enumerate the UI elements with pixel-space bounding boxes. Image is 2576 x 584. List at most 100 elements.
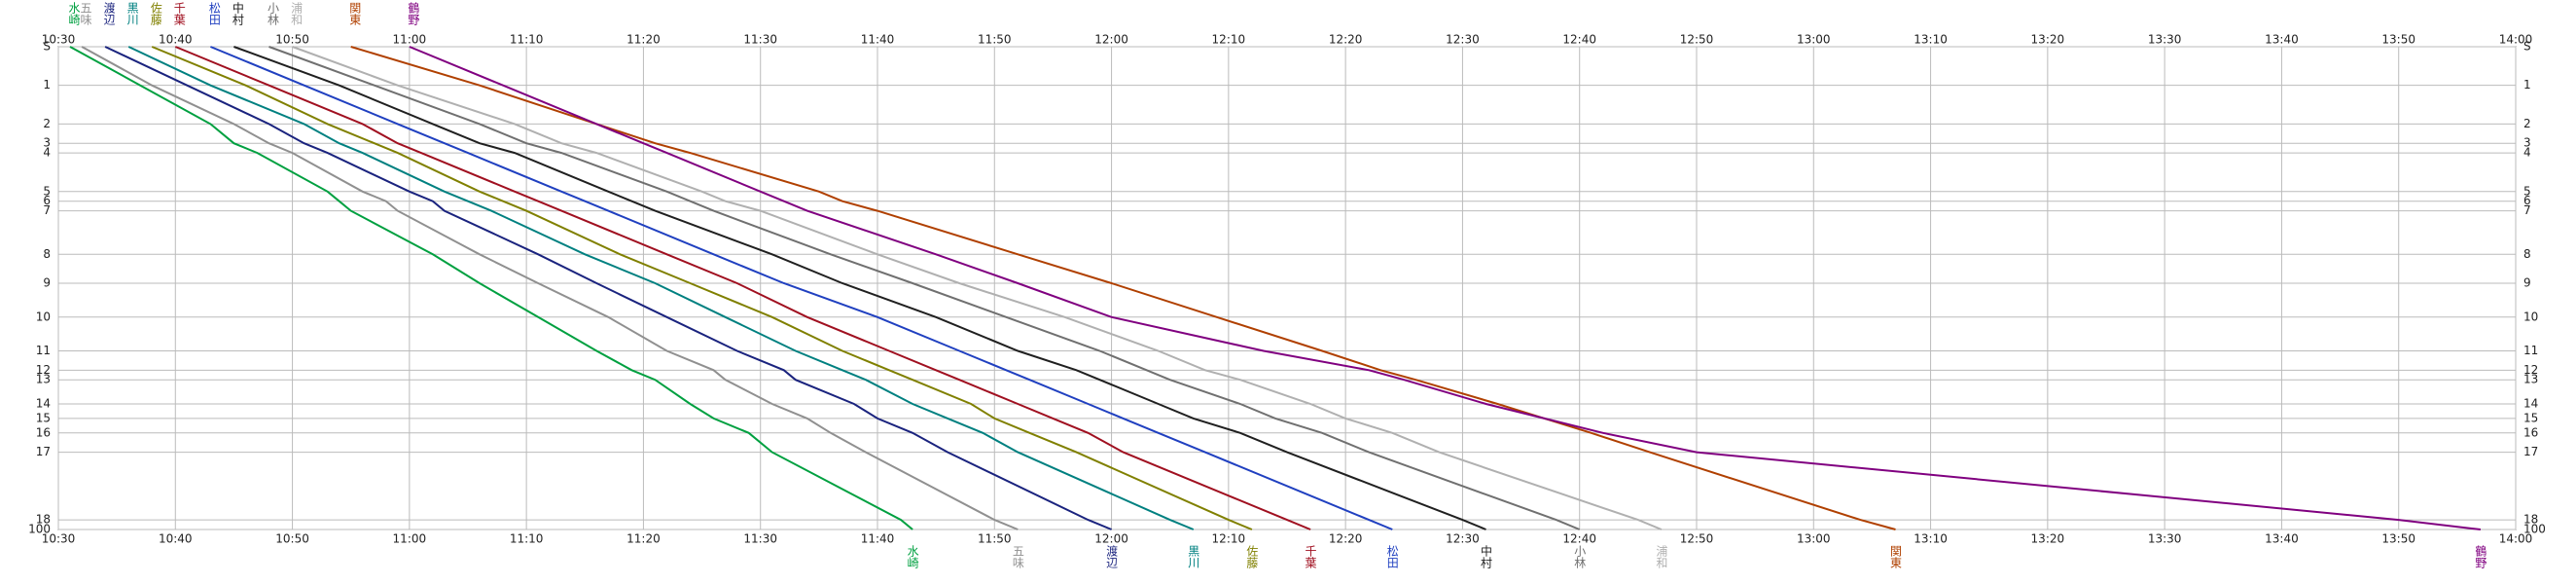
- x-tick-label: 10:50: [275, 33, 309, 47]
- x-tick-label: 11:00: [393, 33, 427, 47]
- y-tick-label: 11: [2523, 344, 2538, 357]
- y-tick-label: 9: [2523, 276, 2531, 290]
- runner-line: [81, 46, 1019, 530]
- legend-label: 黒川: [1187, 545, 1200, 568]
- x-tick-label: 12:30: [1446, 33, 1480, 47]
- runner-line: [268, 46, 1581, 530]
- legend-label: 小林: [267, 2, 280, 25]
- y-tick-label: 13: [36, 373, 51, 386]
- legend-label: 浦和: [290, 2, 304, 25]
- x-tick-label: 13:40: [2265, 532, 2299, 546]
- y-tick-label: 2: [2523, 117, 2531, 130]
- y-tick-label: 1: [2523, 78, 2531, 91]
- y-tick-label: 14: [36, 397, 51, 411]
- runner-line: [210, 46, 1393, 530]
- y-tick-label: 100: [28, 523, 51, 536]
- x-tick-label: 12:20: [1329, 532, 1363, 546]
- x-tick-label: 13:20: [2031, 532, 2065, 546]
- x-tick-label: 13:30: [2148, 33, 2182, 47]
- legend-label: 中村: [231, 1, 244, 25]
- legend-label: 関東: [1888, 545, 1902, 568]
- y-tick-label: 18: [2523, 513, 2538, 527]
- y-tick-label: 8: [43, 247, 51, 261]
- legend-label: 五味: [79, 2, 92, 25]
- runner-line: [127, 46, 1195, 530]
- legend-label: 関東: [348, 2, 362, 25]
- x-tick-label: 11:50: [978, 532, 1012, 546]
- y-tick-label: 7: [43, 203, 51, 217]
- legend-label: 中村: [1479, 544, 1492, 568]
- runner-line: [409, 46, 2482, 530]
- x-tick-label: 12:50: [1680, 532, 1714, 546]
- x-tick-label: 13:30: [2148, 532, 2182, 546]
- y-tick-label: 2: [43, 117, 51, 130]
- x-tick-label: 11:40: [861, 532, 895, 546]
- runner-line: [350, 46, 1896, 530]
- y-tick-label: 9: [43, 276, 51, 290]
- runner-line: [69, 46, 913, 530]
- y-tick-label: 4: [2523, 146, 2531, 160]
- legend-label: 小林: [1573, 545, 1587, 568]
- legend-label: 水崎: [906, 545, 919, 568]
- y-tick-label: 3: [2523, 136, 2531, 150]
- x-tick-label: 13:50: [2381, 33, 2415, 47]
- legend-label: 佐藤: [1245, 545, 1259, 568]
- y-tick-label: 17: [2523, 445, 2538, 458]
- y-tick-label: S: [2523, 40, 2531, 54]
- y-tick-label: 14: [2523, 397, 2538, 411]
- y-tick-label: 13: [2523, 373, 2538, 386]
- y-tick-label: 5: [2523, 184, 2531, 198]
- x-tick-label: 12:10: [1212, 532, 1246, 546]
- x-tick-label: 12:00: [1094, 33, 1128, 47]
- legend-label: 浦和: [1655, 545, 1668, 568]
- x-tick-label: 12:30: [1446, 532, 1480, 546]
- runner-line: [104, 46, 1112, 530]
- y-tick-label: 8: [2523, 247, 2531, 261]
- x-tick-label: 13:00: [1797, 532, 1831, 546]
- x-tick-label: 11:40: [861, 33, 895, 47]
- x-tick-label: 10:50: [275, 532, 309, 546]
- x-tick-label: 13:50: [2381, 532, 2415, 546]
- legend-label: 千葉: [172, 2, 186, 25]
- runner-line: [151, 46, 1253, 530]
- x-tick-label: 13:10: [1914, 532, 1948, 546]
- y-tick-label: 18: [36, 513, 51, 527]
- x-tick-label: 13:00: [1797, 33, 1831, 47]
- x-tick-label: 12:50: [1680, 33, 1714, 47]
- y-tick-label: 1: [43, 78, 51, 91]
- legend-label: 鶴野: [2474, 544, 2487, 568]
- x-tick-label: 11:10: [510, 33, 544, 47]
- y-tick-label: 7: [2523, 203, 2531, 217]
- plot-area: [57, 46, 2517, 530]
- legend-label: 渡辺: [1105, 544, 1119, 568]
- x-tick-label: 12:10: [1212, 33, 1246, 47]
- x-tick-label: 12:40: [1562, 33, 1596, 47]
- runner-line: [292, 46, 1663, 530]
- y-tick-label: 5: [43, 184, 51, 198]
- x-tick-label: 10:30: [42, 532, 76, 546]
- legend-label: 松田: [1385, 545, 1399, 568]
- x-tick-label: 11:00: [393, 532, 427, 546]
- legend-label: 渡辺: [102, 1, 116, 25]
- y-tick-label: 10: [2523, 310, 2538, 323]
- y-tick-label: 15: [36, 411, 51, 424]
- y-tick-label: 6: [43, 194, 51, 207]
- x-tick-label: 11:50: [978, 33, 1012, 47]
- legend-label: 千葉: [1304, 545, 1317, 568]
- legend-label: 五味: [1011, 545, 1024, 568]
- x-tick-label: 12:20: [1329, 33, 1363, 47]
- x-tick-label: 12:40: [1562, 532, 1596, 546]
- y-tick-label: 16: [2523, 425, 2538, 439]
- legend-label: 黒川: [125, 2, 139, 25]
- x-tick-label: 10:40: [159, 532, 193, 546]
- y-tick-label: 16: [36, 425, 51, 439]
- y-tick-label: 6: [2523, 194, 2531, 207]
- x-tick-label: 12:00: [1094, 532, 1128, 546]
- y-tick-label: 12: [36, 363, 51, 377]
- y-tick-label: 10: [36, 310, 51, 323]
- legend-label: 佐藤: [149, 2, 162, 25]
- x-tick-label: 11:20: [626, 532, 661, 546]
- x-tick-label: 14:00: [2499, 532, 2533, 546]
- x-tick-label: 14:00: [2499, 33, 2533, 47]
